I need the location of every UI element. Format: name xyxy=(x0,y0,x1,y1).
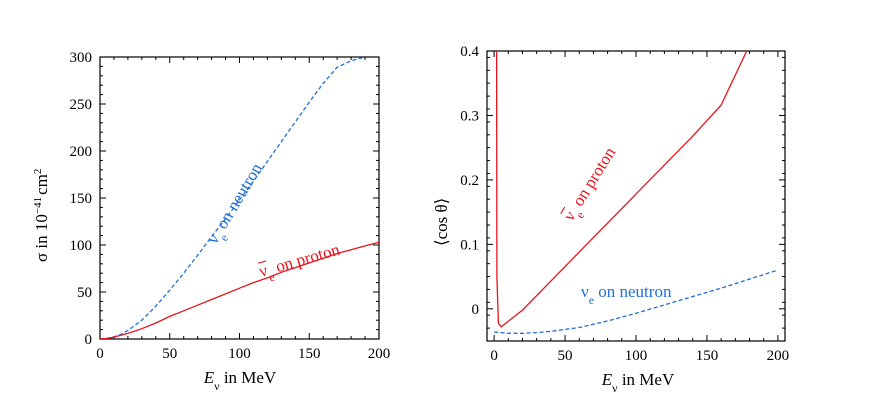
y-tick-label: 250 xyxy=(70,97,93,113)
x-axis-label: Eν in MeV xyxy=(203,368,277,393)
series-line-proton xyxy=(495,51,748,328)
series-line-neutron xyxy=(494,269,779,334)
y-tick-label: 0.3 xyxy=(460,108,479,124)
x-axis-label: Eν in MeV xyxy=(601,370,675,395)
y-tick-label: 0.1 xyxy=(460,237,479,253)
x-tick-label: 100 xyxy=(228,346,251,362)
y-tick-label: 200 xyxy=(70,144,93,160)
series-line-neutron xyxy=(100,57,366,339)
y-tick-label: 0 xyxy=(85,332,93,348)
y-tick-label: 100 xyxy=(70,238,93,254)
y-tick-label: 300 xyxy=(70,50,93,66)
y-axis-label: σ in 10−41cm2 xyxy=(32,169,51,262)
cross-section-chart: 0 50 100 150 200 0 50 100 150 200 250 300 Eν in MeV σ… xyxy=(32,50,390,393)
label-proton: νe on proton xyxy=(559,143,624,227)
y-tick-label: 0.2 xyxy=(460,173,479,189)
series-line-proton xyxy=(100,241,379,339)
y-tick-label: 0 xyxy=(472,302,480,318)
antineutrino-bar xyxy=(560,206,566,215)
y-axis-label: ⟨cos θ⟩ xyxy=(432,198,451,246)
x-tick-label: 100 xyxy=(625,348,648,364)
x-tick-label: 0 xyxy=(96,346,104,362)
y-tick-label: 0.4 xyxy=(460,44,479,60)
x-tick-label: 50 xyxy=(162,346,177,362)
label-neutron: νe on neutron xyxy=(203,159,271,250)
x-tick-label: 150 xyxy=(696,348,719,364)
x-tick-label: 0 xyxy=(490,348,498,364)
x-tick-label: 150 xyxy=(298,346,321,362)
x-tick-label: 200 xyxy=(767,348,790,364)
antineutrino-bar xyxy=(257,260,266,264)
label-neutron: νe on neutron xyxy=(581,282,672,307)
label-proton: νe on proton xyxy=(257,240,344,287)
cos-theta-chart: 0 50 100 150 200 0 0.1 0.2 0.3 0.4 Eν in MeV ⟨cos θ… xyxy=(432,44,789,395)
x-tick-label: 200 xyxy=(368,346,391,362)
y-tick-label: 50 xyxy=(77,285,92,301)
x-tick-label: 50 xyxy=(558,348,573,364)
y-tick-label: 150 xyxy=(70,191,93,207)
